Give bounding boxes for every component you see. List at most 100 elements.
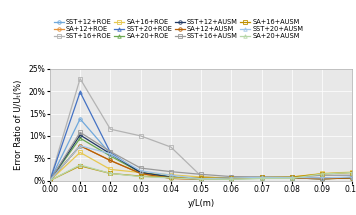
SA+16+ROE [48, 179, 52, 182]
SA+12+ROE [350, 177, 355, 179]
SA+16+AUSM [350, 171, 355, 174]
SA+20+AUSM [199, 178, 203, 181]
Legend: SST+12+ROE, SA+12+ROE, SST+16+ROE, SA+16+ROE, SST+20+ROE, SA+20+ROE, SST+12+AUSM: SST+12+ROE, SA+12+ROE, SST+16+ROE, SA+16… [53, 18, 304, 40]
SA+20+ROE [260, 177, 264, 180]
SA+20+AUSM [138, 175, 143, 178]
SST+20+ROE [260, 177, 264, 179]
SA+20+ROE [169, 176, 173, 178]
SST+16+ROE [48, 179, 52, 182]
SA+16+ROE [320, 172, 324, 175]
SA+16+AUSM [138, 175, 143, 177]
Line: SST+20+ROE: SST+20+ROE [48, 90, 354, 182]
SST+12+AUSM [48, 179, 52, 182]
SST+16+AUSM [48, 179, 52, 182]
SST+16+ROE [78, 77, 82, 80]
SA+20+ROE [320, 178, 324, 180]
SA+12+AUSM [169, 177, 173, 180]
SA+12+ROE [229, 177, 234, 180]
SA+20+ROE [138, 171, 143, 174]
Line: SA+16+AUSM: SA+16+AUSM [48, 164, 354, 182]
SST+16+ROE [229, 178, 234, 181]
SST+12+ROE [138, 171, 143, 174]
SA+12+ROE [78, 144, 82, 147]
SST+12+AUSM [169, 176, 173, 178]
SST+20+ROE [199, 178, 203, 181]
Line: SA+20+AUSM: SA+20+AUSM [48, 163, 354, 182]
SST+12+ROE [260, 176, 264, 179]
SA+12+ROE [169, 177, 173, 180]
SST+16+AUSM [138, 167, 143, 169]
SST+16+AUSM [108, 150, 112, 153]
SA+12+ROE [320, 178, 324, 180]
SST+20+AUSM [229, 177, 234, 179]
SA+16+AUSM [260, 176, 264, 179]
SST+12+AUSM [199, 178, 203, 181]
Line: SST+16+AUSM: SST+16+AUSM [48, 131, 354, 182]
SST+16+ROE [108, 128, 112, 131]
SST+16+ROE [169, 146, 173, 148]
Line: SA+20+ROE: SA+20+ROE [48, 136, 354, 182]
X-axis label: y/L(m): y/L(m) [188, 199, 215, 208]
SA+20+ROE [199, 178, 203, 181]
SA+20+AUSM [169, 177, 173, 179]
SA+20+ROE [48, 179, 52, 182]
SA+16+ROE [350, 171, 355, 173]
SST+12+ROE [199, 178, 203, 181]
SA+20+ROE [229, 178, 234, 180]
SST+20+AUSM [138, 169, 143, 172]
SA+12+ROE [138, 172, 143, 175]
SST+12+ROE [229, 177, 234, 179]
SA+12+ROE [290, 177, 294, 179]
SST+12+AUSM [350, 176, 355, 179]
SST+16+ROE [290, 177, 294, 179]
SA+20+AUSM [350, 171, 355, 174]
SST+20+ROE [169, 176, 173, 178]
SST+12+AUSM [229, 176, 234, 179]
Line: SST+20+AUSM: SST+20+AUSM [48, 144, 354, 182]
SST+20+ROE [48, 179, 52, 182]
SA+20+AUSM [229, 178, 234, 181]
SA+16+ROE [138, 171, 143, 174]
SST+16+AUSM [350, 174, 355, 177]
SA+16+AUSM [108, 172, 112, 175]
SA+20+AUSM [260, 177, 264, 180]
SST+16+AUSM [169, 170, 173, 173]
SST+20+ROE [138, 171, 143, 174]
Y-axis label: Error Ratio of U/Uₜ(%): Error Ratio of U/Uₜ(%) [14, 80, 23, 170]
SA+16+AUSM [229, 177, 234, 179]
SA+20+ROE [350, 177, 355, 179]
SST+20+ROE [290, 177, 294, 179]
SST+12+ROE [169, 176, 173, 179]
SST+12+ROE [290, 176, 294, 179]
SA+16+AUSM [78, 164, 82, 167]
SST+12+ROE [48, 179, 52, 182]
SST+20+AUSM [48, 179, 52, 182]
SST+16+AUSM [229, 175, 234, 178]
SA+12+AUSM [350, 177, 355, 179]
SST+20+ROE [229, 177, 234, 180]
SST+20+AUSM [290, 176, 294, 179]
SST+20+ROE [108, 151, 112, 154]
SA+12+ROE [260, 177, 264, 180]
SA+16+ROE [199, 176, 203, 178]
SST+16+ROE [199, 175, 203, 177]
SST+16+ROE [138, 135, 143, 137]
SA+16+ROE [78, 151, 82, 154]
SST+20+AUSM [108, 152, 112, 155]
SST+16+AUSM [78, 131, 82, 134]
SA+12+AUSM [260, 177, 264, 180]
SA+16+ROE [290, 176, 294, 178]
SA+16+AUSM [290, 176, 294, 178]
SA+20+ROE [108, 155, 112, 157]
SST+12+ROE [320, 177, 324, 180]
SA+20+AUSM [48, 179, 52, 182]
SA+12+ROE [199, 178, 203, 181]
SA+16+ROE [108, 168, 112, 171]
SST+20+AUSM [169, 174, 173, 177]
Line: SST+12+AUSM: SST+12+AUSM [48, 133, 354, 182]
Line: SA+12+ROE: SA+12+ROE [48, 144, 354, 182]
Line: SST+16+ROE: SST+16+ROE [48, 77, 354, 182]
SA+12+AUSM [199, 178, 203, 181]
SA+16+AUSM [48, 179, 52, 182]
SA+12+AUSM [78, 144, 82, 147]
